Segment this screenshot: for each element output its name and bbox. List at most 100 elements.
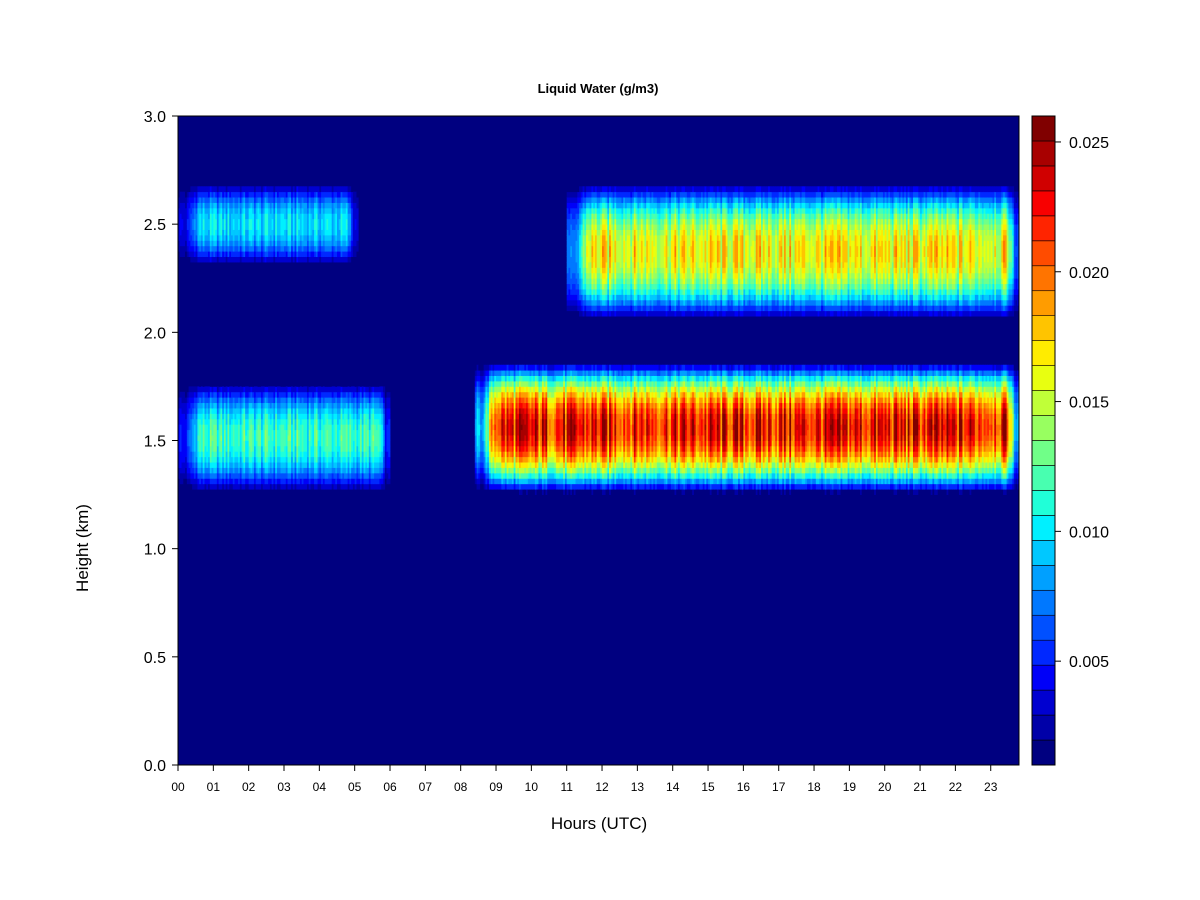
heatmap-cell: [347, 386, 350, 393]
heatmap-cell: [303, 472, 306, 479]
heatmap-cell: [301, 251, 304, 258]
heatmap-cell: [499, 472, 502, 479]
heatmap-cell: [497, 408, 500, 414]
heatmap-cell: [342, 197, 345, 203]
heatmap-cell: [243, 381, 246, 387]
heatmap-cell: [349, 218, 352, 225]
heatmap-cell: [229, 418, 232, 425]
heatmap-cell: [285, 408, 288, 414]
heatmap-cell: [292, 402, 296, 409]
heatmap-cell: [231, 186, 234, 193]
heatmap-cell: [211, 456, 214, 463]
heatmap-cell: [284, 472, 287, 479]
heatmap-cell: [241, 229, 244, 236]
heatmap-cell: [202, 408, 205, 414]
heatmap-cell: [266, 424, 269, 431]
heatmap-cell: [294, 186, 297, 193]
heatmap-cell: [243, 429, 246, 436]
heatmap-cell: [208, 197, 211, 203]
heatmap-cell: [239, 234, 243, 241]
heatmap-cell: [276, 483, 280, 490]
heatmap-cell: [543, 391, 546, 398]
heatmap-cell: [556, 413, 559, 420]
heatmap-cell: [301, 256, 304, 263]
heatmap-cell: [501, 483, 504, 490]
heatmap-cell: [276, 462, 280, 468]
heatmap-cell: [232, 418, 235, 425]
heatmap-cell: [478, 483, 481, 490]
heatmap-cell: [563, 381, 566, 387]
heatmap-cell: [559, 402, 562, 409]
heatmap-cell: [246, 413, 250, 420]
heatmap-cell: [285, 234, 288, 241]
heatmap-cell: [225, 191, 228, 198]
heatmap-cell: [209, 467, 212, 474]
heatmap-cell: [533, 418, 536, 425]
heatmap-cell: [534, 386, 538, 393]
heatmap-cell: [195, 445, 198, 452]
heatmap-cell: [388, 402, 391, 409]
heatmap-cell: [352, 429, 356, 436]
heatmap-cell: [225, 467, 228, 474]
heatmap-cell: [308, 472, 311, 479]
heatmap-cell: [478, 435, 481, 441]
heatmap-cell: [282, 191, 285, 198]
heatmap-cell: [314, 251, 317, 258]
heatmap-cell: [234, 483, 237, 490]
heatmap-cell: [179, 191, 182, 198]
heatmap-cell: [273, 435, 276, 441]
heatmap-cell: [275, 251, 278, 258]
heatmap-cell: [312, 240, 315, 247]
heatmap-cell: [238, 391, 241, 398]
heatmap-cell: [216, 456, 220, 463]
heatmap-cell: [308, 386, 311, 393]
heatmap-cell: [536, 364, 539, 371]
heatmap-cell: [299, 234, 303, 241]
heatmap-cell: [345, 467, 349, 474]
heatmap-cell: [227, 397, 230, 404]
heatmap-cell: [199, 218, 202, 225]
heatmap-cell: [276, 186, 280, 193]
heatmap-cell: [361, 467, 364, 474]
heatmap-cell: [538, 424, 541, 431]
heatmap-cell: [545, 391, 548, 398]
heatmap-cell: [538, 440, 541, 447]
heatmap-cell: [508, 397, 511, 404]
heatmap-cell: [481, 408, 485, 414]
heatmap-cell: [501, 429, 504, 436]
heatmap-cell: [356, 451, 359, 458]
heatmap-cell: [179, 467, 182, 474]
heatmap-cell: [344, 472, 347, 479]
heatmap-cell: [556, 478, 559, 485]
heatmap-cell: [384, 462, 387, 468]
heatmap-cell: [359, 413, 363, 420]
heatmap-cell: [340, 213, 343, 220]
heatmap-cell: [536, 370, 539, 376]
heatmap-cell: [515, 435, 518, 441]
heatmap-cell: [517, 418, 520, 425]
heatmap-cell: [181, 234, 184, 241]
heatmap-cell: [557, 489, 561, 495]
heatmap-cell: [322, 251, 326, 258]
heatmap-cell: [301, 429, 304, 436]
heatmap-cell: [245, 408, 248, 414]
heatmap-cell: [208, 472, 211, 479]
heatmap-cell: [518, 375, 522, 382]
heatmap-cell: [282, 234, 285, 241]
heatmap-cell: [358, 397, 361, 404]
heatmap-cell: [310, 435, 313, 441]
heatmap-cell: [294, 234, 297, 241]
heatmap-cell: [485, 402, 488, 409]
heatmap-cell: [308, 435, 311, 441]
heatmap-cell: [296, 202, 299, 209]
heatmap-cell: [554, 386, 557, 393]
heatmap-cell: [379, 402, 382, 409]
heatmap-cell: [275, 462, 278, 468]
heatmap-cell: [559, 386, 562, 393]
heatmap-cell: [352, 451, 356, 458]
heatmap-cell: [255, 483, 258, 490]
heatmap-cell: [379, 408, 382, 414]
heatmap-cell: [232, 424, 235, 431]
heatmap-cell: [306, 207, 310, 214]
heatmap-cell: [329, 462, 333, 468]
